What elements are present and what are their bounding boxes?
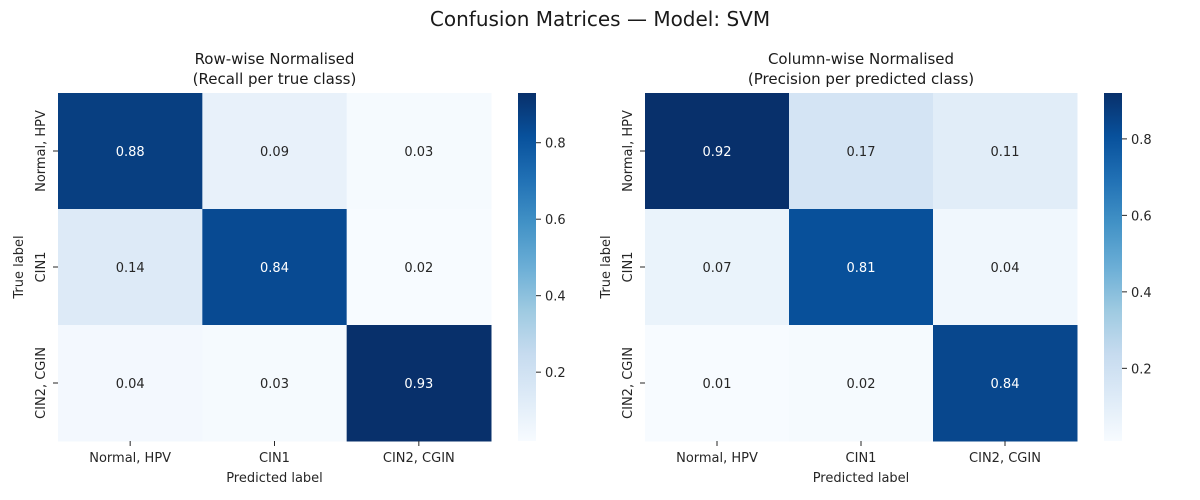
- heatmap-cell: [58, 325, 203, 442]
- cell-value-label: 0.04: [116, 377, 145, 392]
- heatmap-cell: [789, 93, 934, 210]
- colorbar-tick-label: 0.8: [1131, 133, 1152, 148]
- cell-value-label: 0.81: [847, 261, 876, 276]
- chart-subtitle: (Precision per predicted class): [748, 70, 974, 88]
- heatmap-cell: [202, 209, 348, 326]
- x-tick-label: Normal, HPV: [89, 451, 171, 466]
- heatmap-cell: [933, 209, 1078, 326]
- colorbar-tick-label: 0.4: [1131, 286, 1152, 301]
- x-axis-label: Predicted label: [813, 471, 910, 486]
- x-tick-label: CIN1: [259, 451, 290, 466]
- cell-value-label: 0.04: [991, 261, 1020, 276]
- y-tick-label: CIN1: [621, 252, 636, 283]
- heatmap-cell: [789, 325, 934, 442]
- heatmap-cell: [645, 93, 790, 210]
- colorbar-tick-label: 0.6: [1131, 209, 1152, 224]
- cell-value-label: 0.01: [703, 377, 732, 392]
- cell-value-label: 0.17: [847, 145, 876, 160]
- y-tick-label: CIN1: [34, 252, 49, 283]
- chart-title: Row-wise Normalised: [195, 50, 355, 68]
- heatmap-cell: [789, 209, 934, 326]
- cell-value-label: 0.02: [847, 377, 876, 392]
- heatmap-cell: [346, 325, 492, 442]
- colorbar-tick-label: 0.6: [545, 213, 566, 228]
- cell-value-label: 0.14: [116, 261, 145, 276]
- figure-suptitle: Confusion Matrices — Model: SVM: [430, 7, 770, 31]
- chart-subtitle: (Recall per true class): [193, 70, 357, 88]
- heatmap-cell: [933, 93, 1078, 210]
- cell-value-label: 0.03: [404, 145, 433, 160]
- cell-value-label: 0.07: [703, 261, 732, 276]
- confusion-matrix-column-normalised: Column-wise Normalised (Precision per pre…: [599, 50, 1152, 486]
- heatmap-cell: [645, 209, 790, 326]
- colorbar-tick-label: 0.8: [545, 137, 566, 152]
- confusion-matrix-row-normalised: Row-wise Normalised (Recall per true clas…: [12, 50, 566, 486]
- heatmap-cell: [58, 209, 203, 326]
- cell-value-label: 0.02: [404, 261, 433, 276]
- cell-value-label: 0.84: [260, 261, 289, 276]
- cell-value-label: 0.11: [991, 145, 1020, 160]
- chart-title: Column-wise Normalised: [768, 50, 954, 68]
- colorbar-tick-label: 0.4: [545, 290, 566, 305]
- cell-value-label: 0.84: [991, 377, 1020, 392]
- y-tick-label: Normal, HPV: [621, 110, 636, 192]
- heatmap-cell: [346, 93, 492, 210]
- y-tick-label: CIN2, CGIN: [34, 347, 49, 419]
- y-axis-label: True label: [599, 235, 614, 299]
- heatmap-cell: [645, 325, 790, 442]
- x-tick-label: CIN2, CGIN: [969, 451, 1041, 466]
- heatmap-cell: [202, 325, 348, 442]
- colorbar: [1104, 93, 1122, 441]
- heatmap-cell: [58, 93, 203, 210]
- y-tick-label: Normal, HPV: [34, 110, 49, 192]
- cell-value-label: 0.03: [260, 377, 289, 392]
- cell-value-label: 0.09: [260, 145, 289, 160]
- x-axis-label: Predicted label: [226, 471, 323, 486]
- y-tick-label: CIN2, CGIN: [621, 347, 636, 419]
- cell-value-label: 0.92: [703, 145, 732, 160]
- heatmap-cell: [346, 209, 492, 326]
- heatmap-cell: [202, 93, 348, 210]
- x-tick-label: CIN2, CGIN: [383, 451, 455, 466]
- x-tick-label: Normal, HPV: [676, 451, 758, 466]
- colorbar-tick-label: 0.2: [545, 366, 566, 381]
- colorbar-tick-label: 0.2: [1131, 362, 1152, 377]
- cell-value-label: 0.88: [116, 145, 145, 160]
- cell-value-label: 0.93: [404, 377, 433, 392]
- y-axis-label: True label: [12, 235, 27, 299]
- x-tick-label: CIN1: [846, 451, 877, 466]
- colorbar: [518, 93, 536, 441]
- heatmap-cell: [933, 325, 1078, 442]
